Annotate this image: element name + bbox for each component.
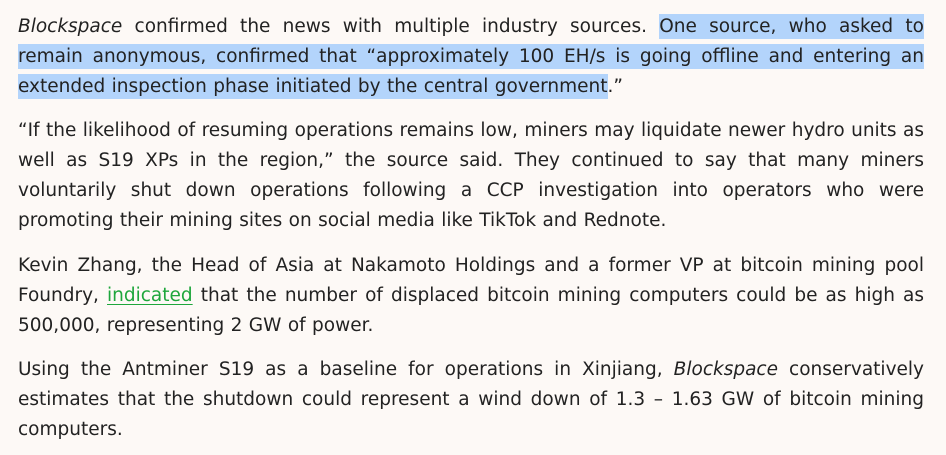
paragraph-text: Using the Antminer S19 as a baseline for… (18, 359, 674, 380)
paragraph-sources: Blockspace confirmed the news with multi… (18, 12, 924, 102)
paragraph-kevin-zhang: Kevin Zhang, the Head of Asia at Nakamot… (18, 251, 924, 341)
paragraph-text: .” (607, 76, 623, 97)
paragraph-estimate: Using the Antminer S19 as a baseline for… (18, 355, 924, 445)
publication-name: Blockspace (673, 359, 778, 380)
paragraph-text: that the number of displaced bitcoin min… (18, 285, 924, 336)
indicated-link[interactable]: indicated (107, 285, 193, 306)
paragraph-text: Kevin Zhang, the Head of Asia at Nakamot… (18, 255, 924, 306)
publication-name: Blockspace (18, 16, 123, 37)
paragraph-text: conservatively estimates that the shutdo… (18, 359, 924, 440)
paragraph-quote: “If the likelihood of resuming operation… (18, 120, 924, 231)
paragraph-text: confirmed the news with multiple industr… (122, 16, 660, 37)
